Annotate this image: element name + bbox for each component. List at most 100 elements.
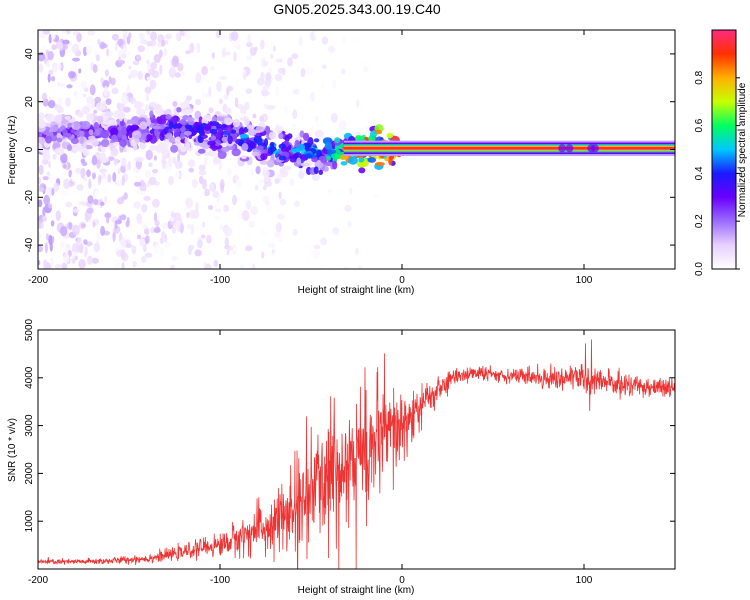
- spectrogram-y-tick-label: -40: [24, 237, 35, 252]
- spectrogram-noise-blob: [190, 43, 194, 53]
- spectrogram-noise-blob: [174, 159, 183, 169]
- spectrogram-noise-blob: [130, 69, 138, 78]
- spectrogram-ridge-blob: [174, 136, 182, 145]
- spectrogram-noise-blob: [44, 242, 49, 254]
- spectrogram-ridge-blob: [38, 136, 46, 145]
- spectrogram-ridge-blob: [332, 160, 338, 170]
- spectrogram-noise-blob: [198, 170, 207, 176]
- spectrogram-feature-blob: [558, 144, 567, 153]
- spectrogram-ridge-blob: [160, 146, 170, 155]
- spectrogram-ridge-blob: [334, 137, 341, 144]
- spectrogram-noise-blob: [169, 264, 176, 269]
- spectrogram-noise-blob: [226, 85, 234, 92]
- spectrogram-noise-blob: [289, 178, 295, 186]
- spectrogram-noise-blob: [78, 68, 82, 74]
- spectrogram-noise-blob: [164, 234, 168, 243]
- spectrogram-noise-blob: [144, 104, 150, 112]
- spectrogram-noise-blob: [242, 72, 247, 81]
- spectrogram-ridge-blob: [62, 132, 72, 138]
- spectrogram-ridge-blob: [334, 153, 341, 160]
- spectrogram-noise-blob: [144, 235, 150, 244]
- spectrogram-ridge-blob: [311, 173, 320, 181]
- spectrogram-ridge-blob: [224, 107, 232, 115]
- spectrogram-noise-blob: [349, 187, 353, 195]
- spectrogram-ridge-blob: [131, 130, 142, 139]
- spectrogram-ridge-blob: [386, 132, 394, 139]
- spectrogram-noise-blob: [40, 221, 44, 229]
- colorbar: 0.0 0.2 0.4 0.6 0.8 Normalized spectral ampl…: [694, 29, 748, 276]
- spectrogram-noise-blob: [83, 239, 88, 245]
- spectrogram-noise-blob: [315, 122, 323, 127]
- spectrogram-noise-blob: [78, 259, 86, 269]
- spectrogram-noise-blob: [62, 190, 70, 197]
- figure-title: GN05.2025.343.00.19.C40: [273, 1, 441, 17]
- snr-frame: [37, 329, 676, 570]
- spectrogram-noise-blob: [144, 86, 152, 94]
- spectrogram-noise-blob: [260, 88, 269, 97]
- spectrogram-noise-blob: [244, 245, 253, 252]
- spectrogram-noise-blob: [139, 190, 146, 196]
- spectrogram-ridge-blob: [216, 116, 224, 122]
- spectrogram-noise-blob: [318, 257, 324, 265]
- colorbar-tick-label: 0.0: [694, 262, 705, 276]
- spectrogram-ridge-blob: [93, 121, 99, 130]
- spectrogram-noise-blob: [232, 194, 237, 206]
- spectrogram-ridge-blob: [209, 121, 220, 127]
- spectrogram-noise-blob: [245, 88, 253, 94]
- spectrogram-noise-blob: [83, 250, 88, 258]
- snr-x-tick-label: -200: [28, 575, 48, 586]
- spectrogram-noise-blob: [102, 187, 108, 194]
- colorbar-ticks: 0.0 0.2 0.4 0.6 0.8: [694, 70, 740, 276]
- spectrogram-noise-blob: [42, 206, 46, 218]
- spectrogram-noise-blob: [261, 251, 265, 259]
- spectrogram-ridge-blob: [280, 169, 289, 178]
- spectrogram-noise-blob: [305, 253, 309, 264]
- spectrogram-noise-blob: [313, 244, 321, 250]
- spectrogram-ridge-blob: [266, 105, 276, 110]
- spectrogram-noise-blob: [203, 157, 208, 167]
- spectrogram-ridge-blob: [313, 138, 320, 143]
- spectrogram-noise-blob: [272, 45, 276, 52]
- spectrogram-noise-blob: [71, 191, 77, 196]
- spectrogram-ridge-blob: [134, 100, 143, 110]
- spectrogram-noise-blob: [48, 160, 52, 169]
- spectrogram-noise-blob: [362, 59, 371, 69]
- spectrogram-noise-blob: [218, 98, 224, 105]
- spectrogram-noise-blob: [196, 42, 201, 54]
- spectrogram-noise-blob: [74, 167, 82, 174]
- spectrogram-noise-blob: [101, 43, 108, 49]
- spectrogram-ridge-blob: [153, 128, 159, 135]
- spectrogram-noise-blob: [91, 257, 99, 264]
- spectrogram-noise-blob: [143, 195, 151, 202]
- spectrogram-ridge-blob: [187, 159, 196, 168]
- spectrogram-ridge-blob: [134, 156, 144, 162]
- spectrogram-noise-blob: [222, 253, 227, 258]
- spectrogram-ridge-blob: [209, 129, 218, 134]
- spectrogram-noise-blob: [71, 242, 80, 254]
- spectrogram-ridge-blob: [375, 161, 385, 166]
- spectrogram-ridge-blob: [304, 153, 313, 159]
- spectrogram-ridge-blob: [165, 132, 173, 139]
- spectrogram-ridge-blob: [194, 110, 202, 120]
- snr-x-tick-label: -100: [210, 575, 230, 586]
- spectrogram-noise-blob: [168, 67, 177, 78]
- spectrogram-noise-blob: [163, 48, 168, 56]
- spectrogram-noise-blob: [83, 176, 87, 182]
- spectrogram-ridge-blob: [111, 147, 119, 157]
- spectrogram-noise-blob: [128, 32, 132, 39]
- spectrogram-noise-blob: [264, 181, 273, 188]
- spectrogram-noise-blob: [114, 41, 119, 52]
- spectrogram-noise-blob: [100, 225, 106, 237]
- spectrogram-noise-blob: [214, 208, 221, 213]
- spectrogram-noise-blob: [341, 35, 346, 45]
- spectrogram-noise-blob: [230, 31, 239, 41]
- spectrogram-ridge-blob: [55, 105, 63, 112]
- spectrogram-noise-blob: [41, 92, 47, 102]
- spectrogram-noise-blob: [139, 142, 147, 150]
- spectrogram-ridge-blob: [227, 135, 233, 145]
- spectrogram-noise-blob: [116, 178, 123, 188]
- spectrogram-noise-blob: [95, 54, 101, 62]
- spectrogram-noise-blob: [46, 61, 51, 68]
- spectrogram-ridge-blob: [173, 130, 180, 137]
- spectrogram-noise-blob: [133, 181, 142, 187]
